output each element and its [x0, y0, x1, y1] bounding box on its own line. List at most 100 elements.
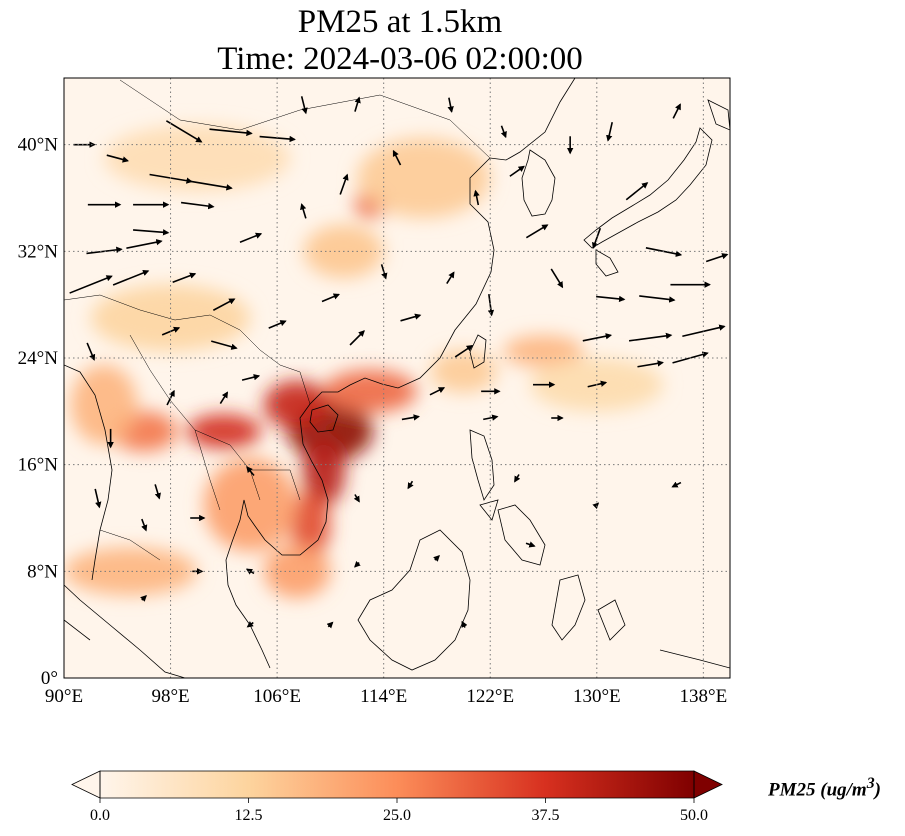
colorbar-tick-label: 37.5 — [532, 807, 560, 824]
wind-arrow — [165, 120, 203, 143]
wind-arrow — [94, 488, 102, 509]
wind-arrow — [625, 182, 649, 201]
wind-arrow — [86, 246, 123, 255]
wind-arrow — [672, 103, 681, 119]
wind-arrow — [219, 391, 229, 405]
wind-arrow — [582, 333, 613, 342]
wind-arrow — [180, 201, 215, 210]
wind-arrow — [112, 269, 150, 286]
wind-arrow — [454, 345, 474, 358]
wind-arrow — [246, 466, 255, 477]
lat-tick-label: 40°N — [18, 135, 59, 156]
wind-arrow — [354, 96, 361, 112]
colorbar: 0.0 12.5 25.0 37.5 50.0 — [71, 770, 723, 824]
lat-tick-label: 16°N — [18, 455, 59, 476]
lat-tick-label: 8°N — [27, 561, 58, 582]
wind-arrow — [141, 518, 148, 532]
pm25-hotspot — [263, 380, 331, 429]
wind-arrow — [487, 294, 495, 317]
lon-tick-label: 98°E — [151, 686, 189, 707]
wind-arrow — [380, 264, 388, 280]
lon-tick-label: 114°E — [360, 686, 407, 707]
wind-arrow — [349, 330, 365, 346]
wind-arrow — [400, 313, 422, 322]
colorbar-tick-label: 12.5 — [235, 807, 263, 824]
wind-arrow — [637, 360, 664, 368]
pm25-hotspot — [103, 124, 291, 192]
wind-arrow — [592, 502, 600, 510]
pm25-hotspot — [302, 436, 346, 507]
pm25-hotspot — [64, 547, 198, 596]
wind-arrow — [509, 165, 525, 177]
wind-arrow — [353, 494, 360, 503]
pm25-hotspot — [323, 370, 417, 413]
wind-arrow — [126, 239, 163, 249]
colorbar-tick-label: 25.0 — [383, 807, 411, 824]
wind-arrow — [447, 97, 454, 113]
wind-arrow — [326, 621, 334, 629]
wind-arrow — [140, 594, 147, 602]
lat-tick-label: 0° — [41, 668, 58, 689]
wind-arrow — [429, 387, 446, 396]
pm25-hotspot — [503, 335, 584, 368]
wind-arrow — [245, 568, 255, 575]
colorbar-extend-min — [71, 770, 101, 799]
map-title: PM25 at 1.5km — [297, 4, 503, 40]
gridlines — [64, 78, 730, 678]
colorbar-body — [100, 771, 694, 798]
wind-arrow — [268, 320, 287, 329]
wind-arrow — [86, 342, 96, 361]
wind-arrow — [246, 621, 254, 628]
wind-arrow — [446, 271, 455, 285]
lon-tick-label: 106°E — [253, 686, 301, 707]
lat-tick-label: 32°N — [18, 241, 59, 262]
axis-ticks: 90°E 98°E 106°E 114°E 122°E 130°E 138°E 0° 8°N 16… — [18, 135, 728, 707]
wind-arrow — [239, 232, 263, 243]
wind-arrow — [321, 293, 340, 303]
pm25-hotspot — [290, 491, 331, 558]
wind-arrow — [483, 414, 499, 421]
wind-arrow — [606, 122, 613, 142]
wind-arrow — [628, 332, 673, 342]
wind-arrow — [209, 128, 253, 137]
wind-arrow — [154, 484, 161, 500]
lon-tick-label: 90°E — [45, 686, 83, 707]
pm25-hotspot — [186, 414, 262, 449]
wind-arrow — [241, 374, 261, 381]
pm25-hotspot — [430, 350, 497, 393]
wind-arrow — [596, 295, 626, 303]
wind-arrow — [133, 229, 170, 236]
lon-tick-label: 130°E — [573, 686, 621, 707]
wind-arrow — [189, 180, 233, 191]
pm25-hotspot — [357, 138, 491, 218]
colorbar-tick-label: 50.0 — [680, 807, 708, 824]
pm25-hotspot — [70, 364, 138, 445]
wind-arrow — [525, 541, 536, 548]
wind-arrow — [550, 268, 564, 289]
wind-vectors — [69, 96, 729, 629]
wind-arrow — [639, 295, 676, 303]
wind-arrow — [172, 272, 197, 283]
wind-arrow — [514, 474, 521, 483]
wind-arrow — [354, 560, 361, 568]
map-frame — [63, 77, 731, 679]
pm25-hotspot — [203, 458, 298, 552]
wind-arrow — [300, 96, 308, 115]
pm25-field — [64, 124, 664, 598]
wind-arrow — [106, 154, 130, 163]
wind-arrow — [211, 340, 238, 350]
wind-arrow — [212, 298, 236, 311]
wind-arrow — [433, 554, 440, 562]
pm25-hotspot — [263, 544, 331, 598]
wind-arrow — [300, 203, 307, 219]
wind-arrow — [525, 224, 549, 239]
wind-arrow — [339, 173, 349, 195]
lon-tick-label: 122°E — [466, 686, 514, 707]
wind-arrow — [592, 227, 602, 250]
lat-tick-label: 24°N — [18, 348, 59, 369]
colorbar-label: PM25 (ug/m3) — [768, 775, 881, 801]
map-time-subtitle: Time: 2024-03-06 02:00:00 — [217, 41, 583, 77]
wind-arrow — [473, 189, 480, 206]
wind-arrow — [69, 275, 113, 294]
colorbar-tick-label: 0.0 — [90, 807, 110, 824]
